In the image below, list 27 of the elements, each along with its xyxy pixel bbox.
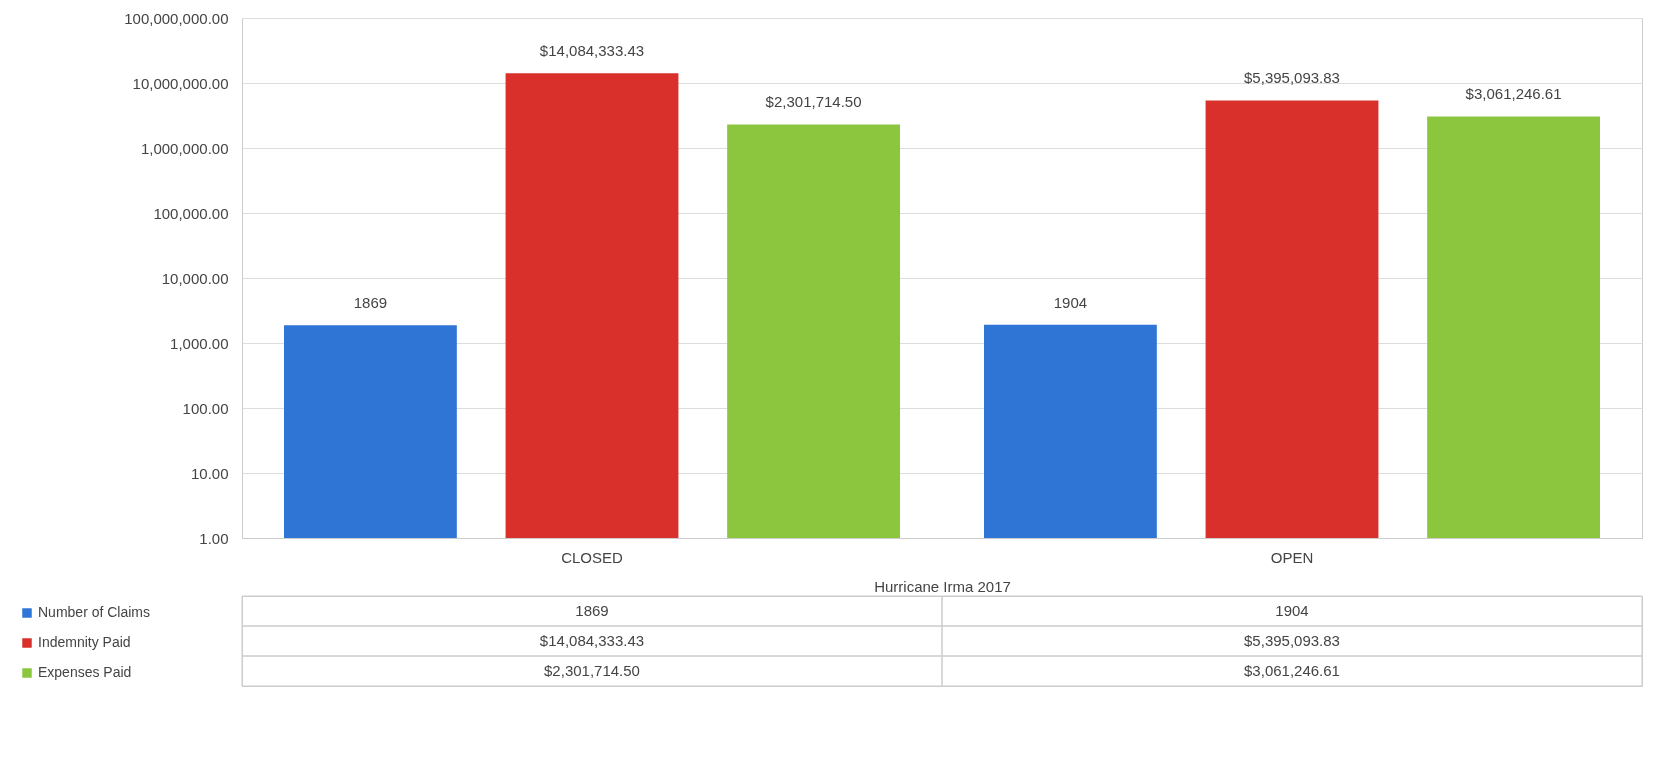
legend-label: Number of Claims <box>38 604 151 620</box>
y-tick-label: 100,000.00 <box>153 204 229 222</box>
y-tick-label: 10,000,000.00 <box>132 74 229 92</box>
text: $3,061,246.61 <box>1465 85 1562 103</box>
y-tick-label: 1.00 <box>199 529 229 547</box>
y-tick-label: 1,000,000.00 <box>140 139 229 157</box>
y-tick-label: 1,000.00 <box>170 334 229 352</box>
text: 1904 <box>1053 293 1088 311</box>
text: 1869 <box>353 294 388 312</box>
y-tick-label: 100.00 <box>182 399 229 417</box>
data-label: $3,061,246.61 <box>1244 662 1340 679</box>
text: $14,084,333.43 <box>539 42 645 60</box>
y-tick-label: 100,000,000.00 <box>124 9 229 27</box>
data-label: $14,084,333.43 <box>539 632 645 649</box>
y-tick-label: 10,000.00 <box>161 269 229 287</box>
legend-label: Expenses Paid <box>38 664 132 680</box>
text: $5,395,093.83 <box>1244 69 1340 87</box>
x-tick-label: CLOSED <box>561 548 624 566</box>
x-tick-label: OPEN <box>1270 548 1314 566</box>
data-label: 1904 <box>1275 602 1309 619</box>
data-label: $2,301,714.50 <box>544 662 640 679</box>
data-label: $5,395,093.83 <box>1244 632 1340 649</box>
legend-label: Indemnity Paid <box>38 634 131 650</box>
x-axis-title: Hurricane Irma 2017 <box>874 577 1011 595</box>
data-label: 1869 <box>575 602 609 619</box>
text: $2,301,714.50 <box>765 93 862 111</box>
y-tick-label: 10.00 <box>190 464 229 482</box>
